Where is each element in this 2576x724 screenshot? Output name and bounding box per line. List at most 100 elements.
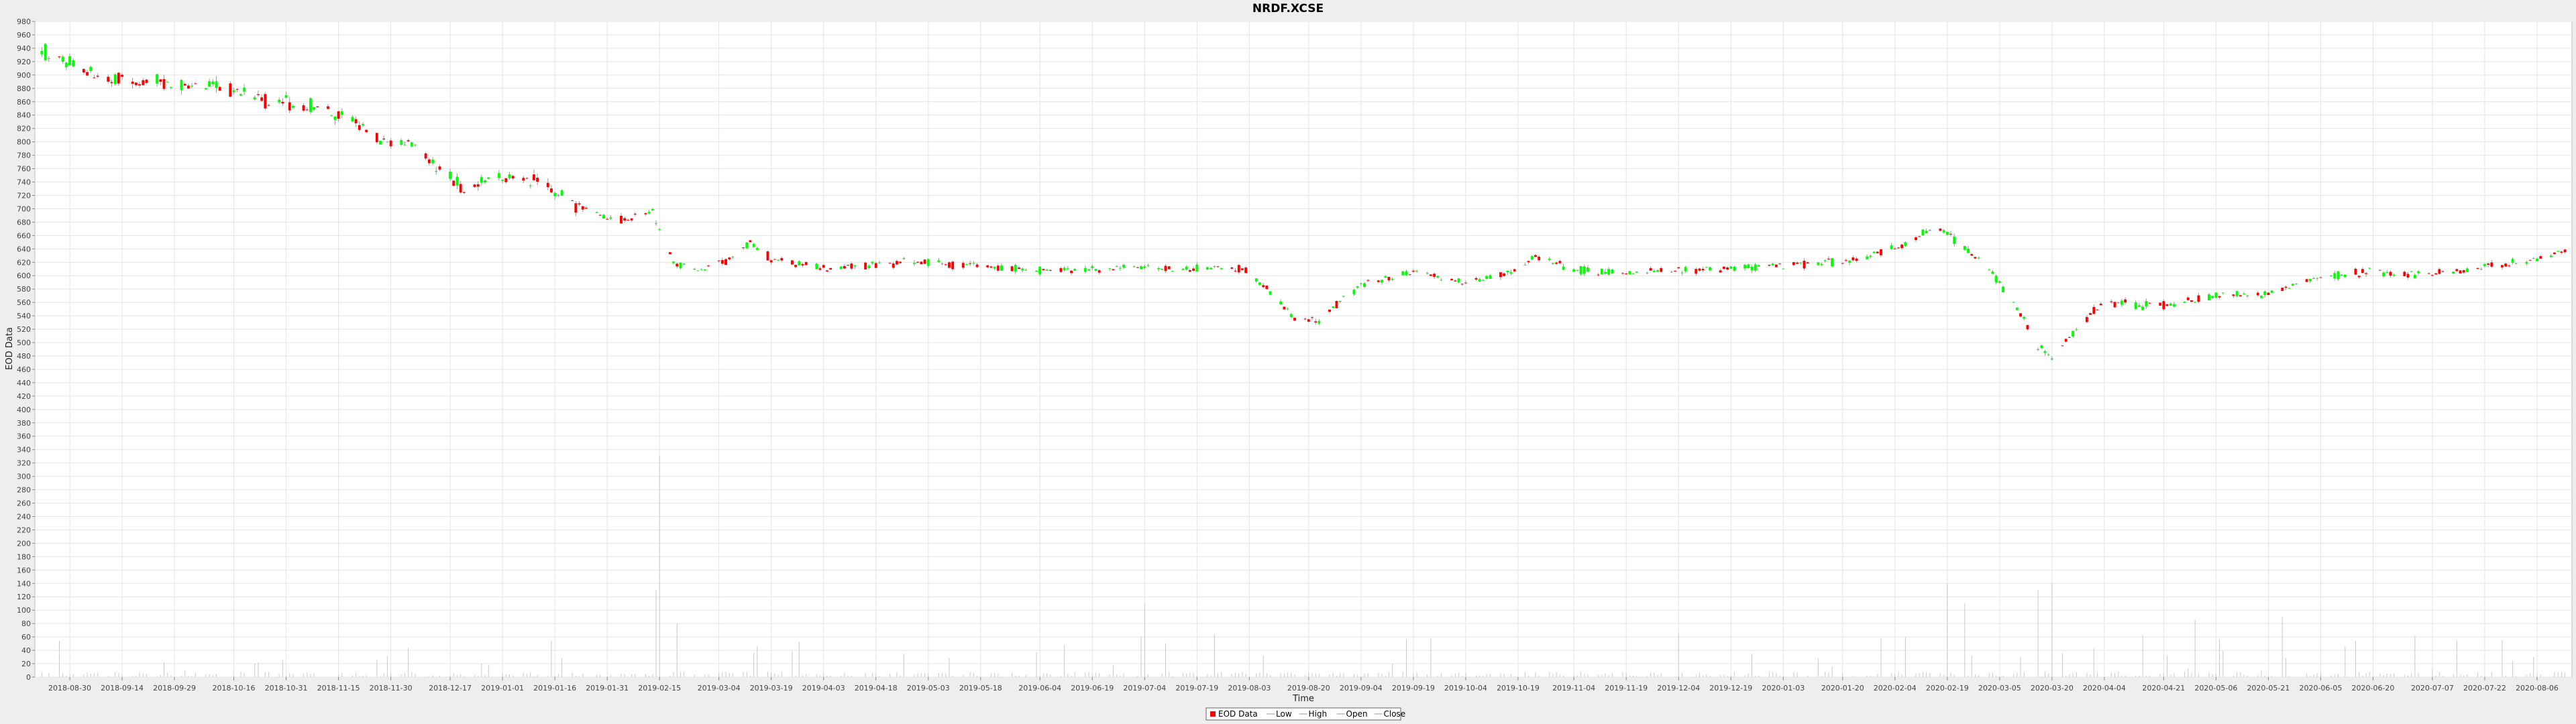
candle-body — [340, 111, 343, 115]
candle-body — [68, 56, 71, 66]
candle-body — [2267, 292, 2270, 296]
candle-body — [1611, 269, 1614, 274]
candle-body — [1823, 260, 1827, 261]
candle-body — [969, 263, 972, 264]
candle-body — [1499, 272, 1502, 278]
x-tick-label: 2019-11-04 — [1552, 684, 1595, 692]
chart-title: NRDF.XCSE — [1252, 2, 1324, 15]
candle-body — [497, 173, 500, 178]
candle-body — [1234, 270, 1237, 272]
candle-body — [794, 265, 798, 267]
candle-body — [2145, 301, 2148, 306]
candle-body — [1286, 308, 1289, 310]
candle-body — [2120, 300, 2123, 305]
x-tick-label: 2020-05-06 — [2194, 684, 2237, 692]
candle-body — [1042, 269, 1045, 271]
y-tick-label: 480 — [17, 352, 31, 361]
candle-body — [435, 171, 438, 172]
candle-body — [476, 184, 480, 187]
candle-body — [2026, 324, 2029, 330]
candle-body — [427, 159, 431, 164]
candle-body — [1817, 262, 1820, 265]
candle-body — [1387, 277, 1391, 281]
y-tick-label: 360 — [17, 432, 31, 441]
candle-body — [186, 85, 190, 89]
candle-body — [682, 263, 686, 265]
candle-body — [749, 240, 752, 243]
candle-body — [1161, 268, 1164, 270]
candle-body — [1097, 270, 1101, 273]
candle-body — [707, 265, 710, 267]
candle-body — [452, 180, 455, 186]
x-tick-label: 2020-02-19 — [1926, 684, 1969, 692]
candle-body — [449, 172, 452, 179]
candle-body — [913, 263, 916, 264]
candle-body — [1087, 269, 1091, 271]
candle-body — [2141, 306, 2145, 310]
candle-body — [2365, 273, 2368, 274]
candle-body — [1890, 245, 1893, 249]
candle-body — [2137, 305, 2141, 307]
candle-body — [720, 259, 724, 264]
candle-body — [2116, 302, 2120, 304]
y-tick-label: 800 — [17, 138, 31, 147]
y-tick-label: 520 — [17, 325, 31, 334]
candle-body — [487, 177, 490, 179]
candle-body — [64, 62, 68, 68]
candle-body — [923, 259, 926, 264]
y-tick-label: 860 — [17, 98, 31, 107]
candle-body — [1433, 274, 1436, 277]
x-tick-label: 2018-10-16 — [213, 684, 256, 692]
x-tick-label: 2019-08-20 — [1287, 684, 1330, 692]
candle-body — [633, 213, 637, 215]
candle-body — [1646, 272, 1649, 274]
candle-body — [1792, 262, 1795, 265]
candle-body — [965, 264, 968, 265]
candle-body — [113, 74, 117, 84]
x-tick-label: 2019-03-19 — [750, 684, 793, 692]
candle-body — [117, 72, 120, 84]
candle-body — [2186, 297, 2190, 300]
candle-body — [1998, 281, 2001, 283]
candle-body — [892, 263, 895, 268]
candle-body — [1771, 263, 1774, 265]
candle-body — [2305, 279, 2308, 282]
candle-body — [459, 184, 462, 193]
candle-body — [2476, 267, 2479, 269]
candle-body — [2427, 273, 2430, 274]
x-tick-label: 2018-11-15 — [317, 684, 360, 692]
candle-body — [1754, 264, 1757, 271]
candle-body — [327, 106, 329, 109]
candle-body — [47, 58, 50, 59]
candle-body — [1869, 255, 1872, 257]
x-tick-label: 2020-02-04 — [1874, 684, 1917, 692]
candle-body — [2064, 339, 2068, 342]
candle-body — [2501, 265, 2504, 267]
candle-body — [511, 176, 515, 179]
candle-body — [951, 261, 955, 269]
candle-body — [1381, 280, 1384, 283]
candle-body — [1481, 280, 1485, 281]
y-tick-label: 80 — [21, 619, 31, 628]
candle-body — [2270, 290, 2273, 293]
y-tick-label: 200 — [17, 539, 31, 548]
candle-body — [1803, 260, 1806, 269]
candle-body — [1293, 318, 1296, 321]
candle-body — [1426, 273, 1429, 274]
x-tick-label: 2019-01-31 — [586, 684, 629, 692]
x-tick-label: 2019-07-04 — [1123, 684, 1166, 692]
candle-body — [1167, 266, 1171, 269]
candle-body — [253, 97, 256, 100]
candle-body — [1994, 276, 1998, 283]
candle-body — [462, 192, 466, 193]
candle-body — [1701, 269, 1705, 271]
candle-body — [134, 82, 138, 85]
y-tick-label: 0 — [26, 673, 31, 682]
candle-body — [2465, 268, 2469, 272]
candle-body — [2333, 273, 2337, 279]
candle-body — [1872, 251, 1876, 253]
y-tick-label: 280 — [17, 486, 31, 495]
candle-body — [1122, 264, 1126, 268]
x-axis: 2018-08-30 2018-09-14 2018-09-29 2018-10-16… — [48, 677, 2559, 692]
candle-body — [284, 95, 288, 98]
